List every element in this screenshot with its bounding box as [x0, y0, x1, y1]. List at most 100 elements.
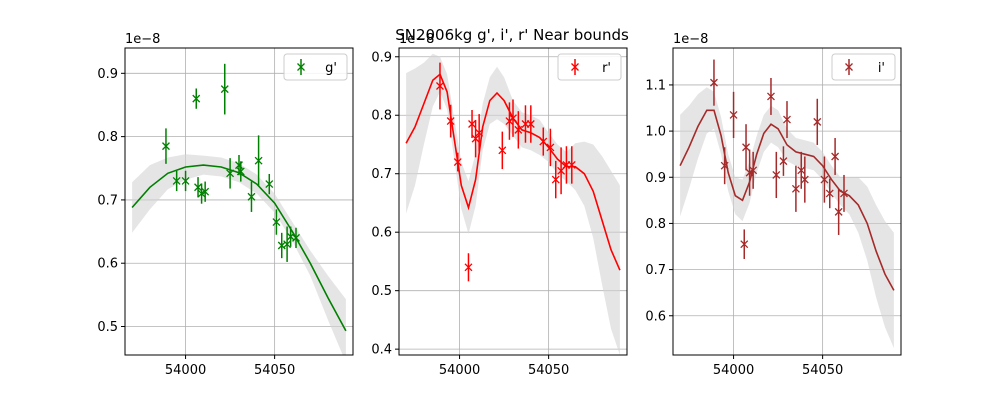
legend-label: i'	[878, 61, 885, 76]
y-tick-label: 0.4	[371, 343, 392, 358]
data-point	[567, 160, 576, 169]
y-tick-label: 0.8	[371, 109, 392, 124]
model-curve	[679, 109, 895, 291]
y-tick-label: 0.8	[97, 130, 118, 145]
data-point	[468, 120, 476, 128]
x-tick-label: 54000	[165, 363, 206, 378]
panel-1: 54000 54050 0.4 0.5 0.6 0.7 0.8 0.9 1e−8 r'	[371, 32, 628, 378]
y-tick-label: 0.7	[645, 263, 666, 278]
data-point	[546, 143, 555, 152]
data-point	[247, 192, 256, 201]
data-point	[820, 175, 829, 184]
data-point	[749, 166, 758, 175]
x-tick-label: 54000	[713, 363, 754, 378]
data-point	[791, 184, 800, 193]
y-offset-label: 1e−8	[399, 32, 434, 47]
data-point	[464, 263, 473, 272]
data-point	[194, 183, 202, 192]
y-tick-label: 1.0	[645, 125, 666, 140]
legend-marker	[845, 63, 853, 71]
data-point	[745, 168, 754, 177]
data-point	[840, 189, 848, 198]
confidence-band	[680, 87, 894, 349]
data-point	[729, 110, 738, 119]
legend-label: g'	[325, 61, 337, 76]
legend-marker	[297, 63, 305, 71]
data-point	[236, 167, 245, 176]
data-point	[526, 120, 535, 128]
data-point	[779, 157, 788, 166]
data-point	[192, 94, 201, 103]
data-point	[710, 78, 718, 87]
axes-frame	[672, 47, 902, 356]
data-point	[797, 166, 806, 175]
x-tick-label: 54000	[439, 363, 480, 378]
data-point	[720, 161, 729, 170]
data-point	[172, 176, 181, 185]
data-point	[813, 117, 822, 126]
data-point	[551, 175, 560, 184]
data-point	[475, 128, 484, 137]
x-tick-label: 54050	[528, 363, 569, 378]
data-point	[498, 146, 507, 155]
y-offset-label: 1e−8	[673, 32, 708, 47]
data-point	[292, 233, 300, 242]
y-tick-label: 0.6	[645, 309, 666, 324]
data-point	[509, 114, 517, 123]
legend: i'	[831, 53, 896, 81]
y-tick-label: 0.9	[371, 50, 392, 65]
panel-2: 54000 54050 0.6 0.7 0.8 0.9 1.0 1.1 1e−8 i'	[645, 32, 902, 378]
legend: g'	[283, 53, 348, 81]
y-tick-label: 0.5	[371, 284, 392, 299]
data-point	[831, 152, 840, 161]
data-point	[201, 187, 210, 196]
data-point	[272, 218, 281, 227]
data-point	[181, 176, 190, 185]
y-tick-label: 0.5	[97, 320, 118, 335]
legend-label: r'	[602, 61, 611, 76]
y-tick-label: 0.9	[645, 171, 666, 186]
data-point	[220, 85, 229, 94]
data-point	[800, 175, 809, 184]
axes-frame	[398, 47, 628, 356]
confidence-band	[132, 154, 346, 355]
y-offset-label: 1e−8	[125, 32, 160, 47]
x-tick-label: 54050	[802, 363, 843, 378]
model-curve	[405, 72, 621, 271]
legend: r'	[557, 53, 622, 81]
data-point	[539, 137, 548, 146]
data-point	[446, 117, 455, 126]
data-point	[825, 189, 834, 198]
data-point	[162, 142, 170, 151]
data-point	[453, 158, 462, 166]
y-tick-label: 0.8	[645, 217, 666, 232]
data-point	[471, 134, 480, 143]
data-point	[742, 143, 750, 152]
data-point	[767, 92, 775, 101]
data-point	[436, 82, 444, 90]
figure-title: SN2006kg g', i', r' Near bounds	[395, 26, 629, 44]
legend-box	[831, 53, 896, 81]
x-tick-label: 54050	[254, 363, 295, 378]
y-tick-label: 0.7	[371, 167, 392, 182]
data-point	[265, 180, 274, 189]
data-point	[514, 125, 523, 134]
y-tick-label: 1.1	[645, 78, 666, 93]
axes-frame	[124, 47, 354, 356]
data-point	[226, 169, 235, 178]
legend-marker	[571, 63, 579, 71]
y-tick-label: 0.9	[97, 67, 118, 82]
data-point	[783, 115, 791, 124]
panel-0: 54000 54050 0.5 0.6 0.7 0.8 0.9 1e−8 g'	[97, 32, 354, 378]
y-tick-label: 0.6	[371, 226, 392, 241]
y-tick-label: 0.6	[97, 257, 118, 272]
legend-box	[557, 53, 622, 81]
data-point	[772, 170, 781, 179]
y-tick-label: 0.7	[97, 193, 118, 208]
legend-box	[283, 53, 348, 81]
data-point	[834, 207, 843, 216]
data-point	[254, 156, 263, 165]
data-point	[740, 240, 749, 249]
data-point	[283, 240, 292, 249]
